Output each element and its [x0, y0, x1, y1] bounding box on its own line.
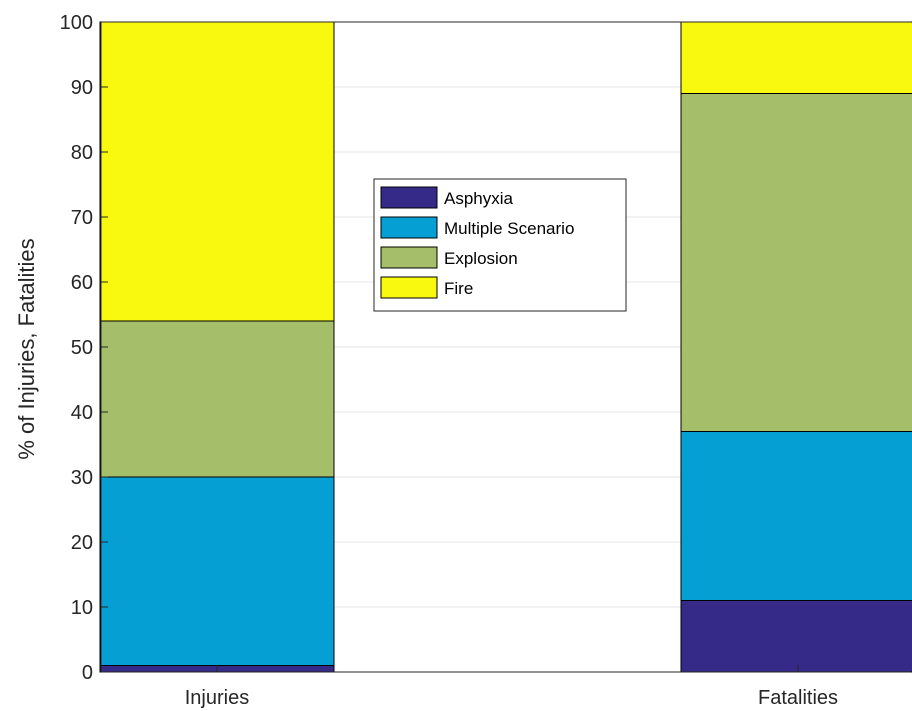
y-tick-label-30: 30 [71, 467, 93, 489]
bars [99, 21, 912, 673]
legend-swatch-multiple-scenario [380, 216, 438, 239]
legend: Asphyxia Multiple Scenario Explosion Fire [373, 178, 627, 312]
x-tick-label-fatalities: Fatalities [758, 687, 838, 709]
bar-fatalities-multiple-scenario [680, 431, 912, 601]
y-tick-label-90: 90 [71, 77, 93, 99]
y-tick-label-100: 100 [60, 12, 93, 34]
bar-injuries-fire [99, 21, 335, 322]
y-tick-label-20: 20 [71, 532, 93, 554]
y-tick-label-50: 50 [71, 337, 93, 359]
bar-injuries-multiple-scenario [99, 476, 335, 666]
legend-swatch-asphyxia [380, 186, 438, 209]
y-tick-labels: 0 10 20 30 40 50 60 70 80 90 100 [60, 12, 93, 684]
legend-label-fire: Fire [444, 279, 473, 298]
y-axis-title: % of Injuries, Fatalities [14, 238, 39, 459]
legend-swatch-fire [380, 276, 438, 299]
y-tick-label-0: 0 [82, 662, 93, 684]
bar-fatalities-fire [680, 21, 912, 94]
legend-label-multiple-scenario: Multiple Scenario [444, 219, 574, 238]
legend-label-asphyxia: Asphyxia [444, 189, 514, 208]
bar-fatalities-explosion [680, 93, 912, 432]
legend-label-explosion: Explosion [444, 249, 518, 268]
y-tick-label-60: 60 [71, 272, 93, 294]
x-tick-labels: Injuries Fatalities [185, 687, 838, 709]
bar-fatalities-asphyxia [680, 600, 912, 673]
legend-swatch-explosion [380, 246, 438, 269]
axes [100, 21, 911, 673]
y-tick-label-80: 80 [71, 142, 93, 164]
x-tick-label-injuries: Injuries [185, 687, 249, 709]
y-tick-label-10: 10 [71, 597, 93, 619]
bar-injuries-explosion [99, 320, 335, 478]
y-tick-label-40: 40 [71, 402, 93, 424]
y-tick-label-70: 70 [71, 207, 93, 229]
